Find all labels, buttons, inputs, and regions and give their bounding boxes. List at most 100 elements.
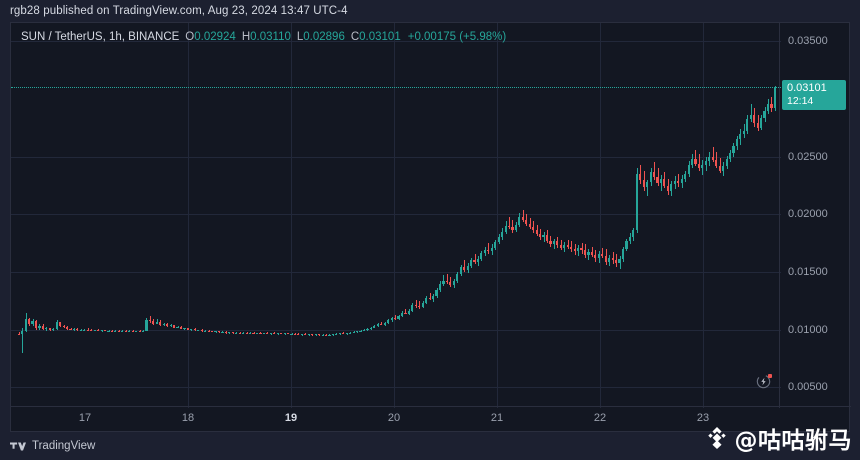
candle-body <box>532 227 535 231</box>
candle-body <box>670 184 673 192</box>
candle-body <box>583 250 587 255</box>
candle-body <box>601 253 604 256</box>
candle-wick <box>613 252 614 264</box>
candle-body <box>483 250 486 253</box>
price-tick-label: 0.01500 <box>788 266 828 278</box>
candle-wick <box>758 115 759 132</box>
candle-body <box>207 330 210 332</box>
candle-body <box>135 330 138 332</box>
candle-body <box>539 233 542 238</box>
candle-body <box>570 246 573 249</box>
candle-body <box>52 328 55 330</box>
candle-wick <box>654 162 655 180</box>
candle-wick <box>678 174 679 187</box>
candle-body <box>400 312 404 316</box>
grid-line-horizontal <box>11 272 781 273</box>
candle-body <box>604 255 607 262</box>
candle-body <box>242 332 245 334</box>
candle-body <box>535 230 538 234</box>
candle-body <box>211 331 214 333</box>
candle-body <box>338 333 341 335</box>
candle-wick <box>720 157 721 173</box>
time-tick-label: 20 <box>387 412 401 424</box>
candle-body <box>632 230 635 238</box>
candle-wick <box>588 248 589 261</box>
candle-body <box>152 320 155 324</box>
low-key: L <box>296 31 304 43</box>
candle-body <box>432 296 435 300</box>
candle-body <box>79 329 82 331</box>
candle-body <box>518 217 521 225</box>
candle-wick <box>537 224 538 237</box>
candle-body <box>286 333 290 335</box>
candle-body <box>394 318 397 320</box>
candle-body <box>297 334 300 336</box>
candle-body <box>69 328 72 330</box>
candle-body <box>760 117 763 128</box>
candle-wick <box>381 321 382 326</box>
candle-body <box>528 223 531 228</box>
candle-body <box>577 247 580 252</box>
candle-body <box>722 165 725 171</box>
high-value: 0.03110 <box>250 31 291 43</box>
candle-wick <box>430 292 431 301</box>
candle-body <box>763 110 766 118</box>
candle-body <box>138 330 141 332</box>
candle-body <box>501 231 504 238</box>
price-scale[interactable]: 0.03500 0.02500 0.02000 0.01500 0.01000 0.005… <box>779 23 849 408</box>
candle-body <box>228 332 231 334</box>
candle-body <box>469 260 473 266</box>
grid-line-horizontal <box>11 157 781 158</box>
candle-wick <box>512 220 513 233</box>
grid-line-horizontal <box>11 387 781 388</box>
candle-body <box>735 139 738 147</box>
candle-body <box>725 159 728 166</box>
candle-body <box>507 225 511 227</box>
candle-body <box>197 329 200 331</box>
candle-wick <box>464 260 465 272</box>
candle-body <box>580 247 583 251</box>
candle-body <box>756 123 759 128</box>
candle-body <box>41 325 44 330</box>
candle-body <box>663 178 666 186</box>
candle-body <box>411 304 414 312</box>
candle-body <box>387 320 390 323</box>
close-value: 0.03101 <box>359 31 401 43</box>
candle-body <box>380 324 383 326</box>
price-tag-box[interactable]: 0.03101 12:14 <box>782 80 846 110</box>
candle-body <box>321 334 324 336</box>
candle-body <box>255 332 259 334</box>
candle-wick <box>744 124 745 139</box>
candle-body <box>390 318 393 321</box>
candle-body <box>690 159 694 165</box>
tradingview-footer-logo[interactable]: TradingView <box>10 440 95 452</box>
candle-body <box>148 319 151 321</box>
candle-wick <box>695 149 696 166</box>
candle-wick <box>22 327 23 353</box>
symbol-ohlc-legend: SUN / TetherUS, 1h, BINANCE O0.02924 H0.03… <box>21 31 506 43</box>
candle-body <box>673 180 676 185</box>
symbol-label[interactable]: SUN / TetherUS, 1h, BINANCE <box>21 31 180 43</box>
candle-body <box>269 333 272 335</box>
candle-body <box>252 332 255 334</box>
time-tick-label: 23 <box>696 412 710 424</box>
candle-body <box>746 118 749 132</box>
candle-body <box>635 174 638 231</box>
candle-body <box>328 334 331 336</box>
candle-body <box>684 174 687 179</box>
time-tick-label: 19 <box>284 412 298 424</box>
plot-area[interactable] <box>11 23 781 408</box>
candle-body <box>214 331 217 333</box>
price-tick-label: 0.01000 <box>788 324 828 336</box>
candle-body <box>45 328 48 330</box>
candle-body <box>566 244 569 247</box>
time-scale[interactable]: 17 18 19 20 21 22 23 <box>11 406 851 431</box>
candle-body <box>642 179 645 187</box>
candle-body <box>749 115 752 119</box>
candle-body <box>442 280 445 284</box>
watermark-text: @咕咕驸马 <box>734 428 852 454</box>
candle-body <box>704 161 707 165</box>
candle-body <box>697 163 701 169</box>
candle-body <box>456 274 459 282</box>
